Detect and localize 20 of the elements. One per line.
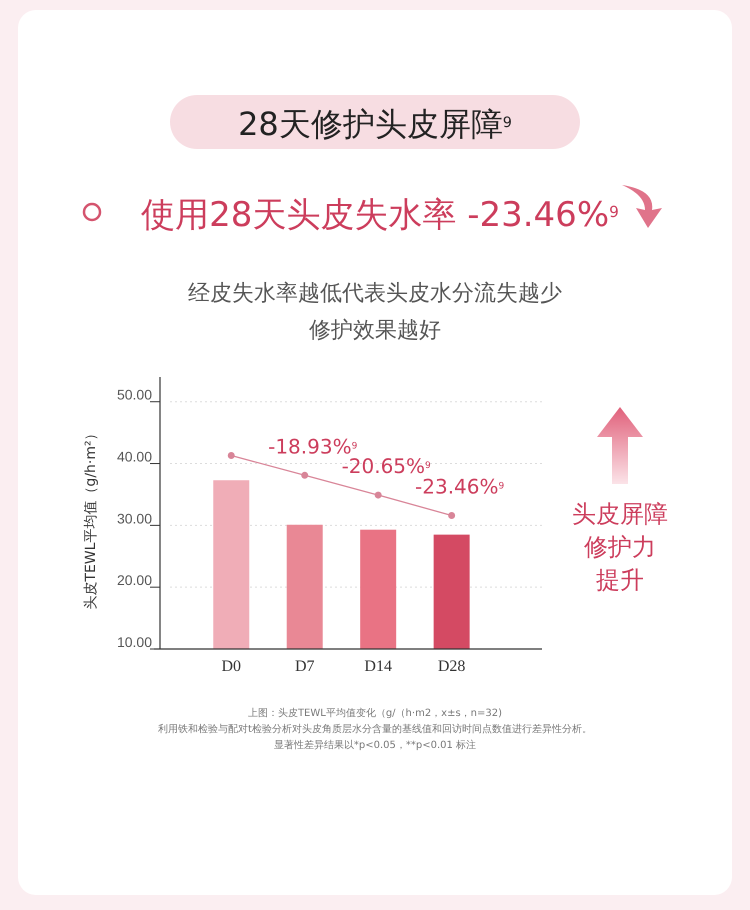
y-tick-label: 50.00 <box>116 386 152 403</box>
x-tick-label: D7 <box>294 658 314 675</box>
y-tick-label: 10.00 <box>116 634 152 650</box>
text: 修护力 <box>584 533 656 561</box>
text: 显著性差异结果以*p<0.05，**p<0.01 标注 <box>274 739 476 751</box>
y-tick-label: 40.00 <box>116 448 152 465</box>
text: 头皮屏障 <box>572 500 668 528</box>
x-tick-label: D14 <box>364 658 392 675</box>
x-tick-label: D28 <box>438 658 466 675</box>
x-tick-label: D0 <box>221 658 242 675</box>
y-axis-title: 头皮TEWL平均值（g/h·m²） <box>83 426 99 610</box>
text: 利用铁和检验与配对t检验分析对头皮角质层水分含量的基线值和回访时间点数值进行差异性分析。 <box>158 723 592 735</box>
chart-title: 28天修护头皮屏障$^{9}$ <box>238 105 512 143</box>
chart-subtitle: 使用28天头皮失水率 -23.46%$^{9}$ <box>141 195 619 235</box>
text: 经皮失水率越低代表头皮水分流失越少 <box>188 281 562 306</box>
text: 提升 <box>596 566 644 594</box>
y-tick-label: 20.00 <box>116 572 152 588</box>
text: 上图：头皮TEWL平均值变化（g/（h·m2，x±s，n=32) <box>248 707 502 719</box>
text: 修护效果越好 <box>309 318 441 343</box>
y-tick-label: 30.00 <box>116 510 152 526</box>
